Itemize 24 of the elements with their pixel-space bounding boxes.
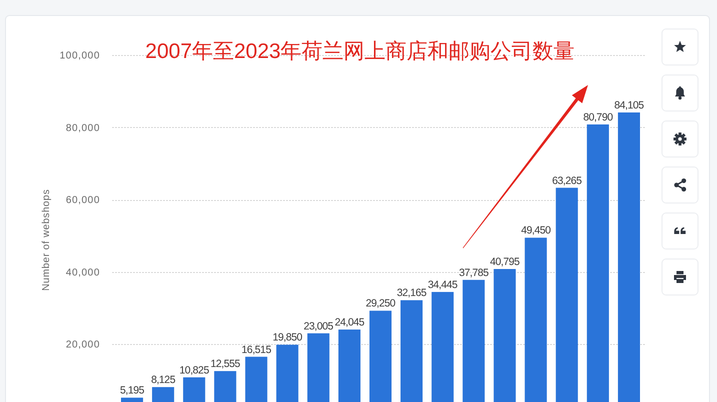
data-label: 8,125 [151,374,176,386]
chart-title: 2007年至2023年荷兰网上商店和邮购公司数量 [145,40,575,63]
data-label: 10,825 [179,364,210,376]
data-label: 29,250 [366,298,396,310]
data-label: 40,795 [490,256,520,268]
data-label: 19,850 [272,332,303,344]
data-label: 63,265 [552,174,582,187]
data-label: 32,165 [396,287,427,300]
y-tick-label: 60,000 [66,195,100,206]
data-label: 24,045 [334,316,365,329]
data-label: 80,790 [583,111,614,124]
data-label: 84,105 [614,99,644,112]
y-tick-label: 100,000 [60,50,100,62]
y-axis-title: Number of webshops [41,189,52,291]
data-label: 37,785 [458,266,489,279]
data-label: 16,515 [242,344,272,356]
data-label: 23,005 [304,320,334,332]
y-tick-label: 20,000 [66,340,100,351]
y-tick-label: 80,000 [66,122,100,134]
data-label: 49,450 [521,224,552,237]
y-tick-label: 40,000 [66,267,100,278]
data-label: 34,445 [428,278,458,291]
data-label: 12,555 [210,358,241,370]
data-label: 5,195 [120,384,145,397]
